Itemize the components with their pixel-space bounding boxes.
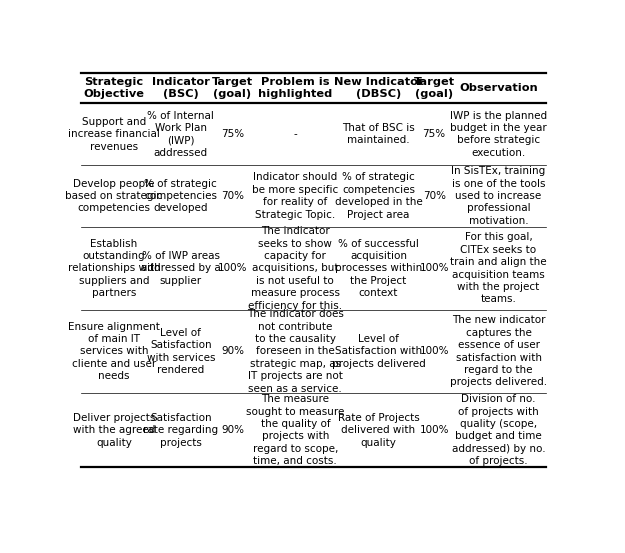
Text: % of strategic
competencies
developed in the
Project area: % of strategic competencies developed in… (334, 173, 422, 220)
Text: Establish
outstanding
relationships with
suppliers and
partners: Establish outstanding relationships with… (68, 238, 161, 298)
Text: 75%: 75% (422, 129, 446, 139)
Text: Problem is
highlighted: Problem is highlighted (258, 77, 332, 99)
Text: Level of
Satisfaction with
projects delivered: Level of Satisfaction with projects deli… (331, 334, 425, 369)
Text: % of successful
acquisition
processes within
the Project
context: % of successful acquisition processes wi… (335, 238, 422, 298)
Text: Division of no.
of projects with
quality (scope,
budget and time
addressed) by n: Division of no. of projects with quality… (452, 394, 546, 466)
Text: New Indicator
(DBSC): New Indicator (DBSC) (334, 77, 423, 99)
Text: The indicator does
not contribute
to the causality
foreseen in the
strategic map: The indicator does not contribute to the… (247, 309, 344, 394)
Text: 90%: 90% (221, 346, 244, 357)
Text: % of strategic
competencies
developed: % of strategic competencies developed (144, 179, 217, 213)
Text: Rate of Projects
delivered with
quality: Rate of Projects delivered with quality (338, 413, 419, 447)
Text: 70%: 70% (422, 191, 446, 201)
Text: 70%: 70% (221, 191, 244, 201)
Text: 100%: 100% (419, 425, 449, 435)
Text: That of BSC is
maintained.: That of BSC is maintained. (342, 123, 415, 145)
Text: The new indicator
captures the
essence of user
satisfaction with
regard to the
p: The new indicator captures the essence o… (450, 315, 547, 388)
Text: In SisTEx, training
is one of the tools
used to increase
professional
motivation: In SisTEx, training is one of the tools … (451, 166, 546, 226)
Text: 90%: 90% (221, 425, 244, 435)
Text: Support and
increase financial
revenues: Support and increase financial revenues (68, 117, 160, 152)
Text: Indicator
(BSC): Indicator (BSC) (152, 77, 210, 99)
Text: Indicator should
be more specific
for reality of
Strategic Topic.: Indicator should be more specific for re… (253, 173, 339, 220)
Text: % of IWP areas
addressed by a
supplier: % of IWP areas addressed by a supplier (141, 251, 221, 286)
Text: For this goal,
CITEx seeks to
train and align the
acquisition teams
with the pro: For this goal, CITEx seeks to train and … (450, 232, 547, 304)
Text: 100%: 100% (217, 263, 247, 273)
Text: Satisfaction
rate regarding
projects: Satisfaction rate regarding projects (143, 413, 218, 447)
Text: Level of
Satisfaction
with services
rendered: Level of Satisfaction with services rend… (146, 328, 215, 375)
Text: 75%: 75% (221, 129, 244, 139)
Text: Observation: Observation (459, 83, 538, 93)
Text: % of Internal
Work Plan
(IWP)
addressed: % of Internal Work Plan (IWP) addressed (148, 111, 214, 158)
Text: 100%: 100% (419, 263, 449, 273)
Text: IWP is the planned
budget in the year
before strategic
execution.: IWP is the planned budget in the year be… (450, 111, 547, 158)
Text: Target
(goal): Target (goal) (212, 77, 253, 99)
Text: The measure
sought to measure
the quality of
projects with
regard to scope,
time: The measure sought to measure the qualit… (246, 394, 344, 466)
Text: Develop people
based on strategic
competencies: Develop people based on strategic compet… (66, 179, 162, 213)
Text: The indicator
seeks to show
capacity for
acquisitions, but
is not useful to
meas: The indicator seeks to show capacity for… (248, 226, 342, 311)
Text: -: - (294, 129, 298, 139)
Text: Ensure alignment
of main IT
services with
cliente and user
needs: Ensure alignment of main IT services wit… (68, 322, 160, 381)
Text: Deliver projects
with the agreed
quality: Deliver projects with the agreed quality (72, 413, 155, 447)
Text: Strategic
Objective: Strategic Objective (84, 77, 144, 99)
Text: Target
(goal): Target (goal) (414, 77, 455, 99)
Text: 100%: 100% (419, 346, 449, 357)
